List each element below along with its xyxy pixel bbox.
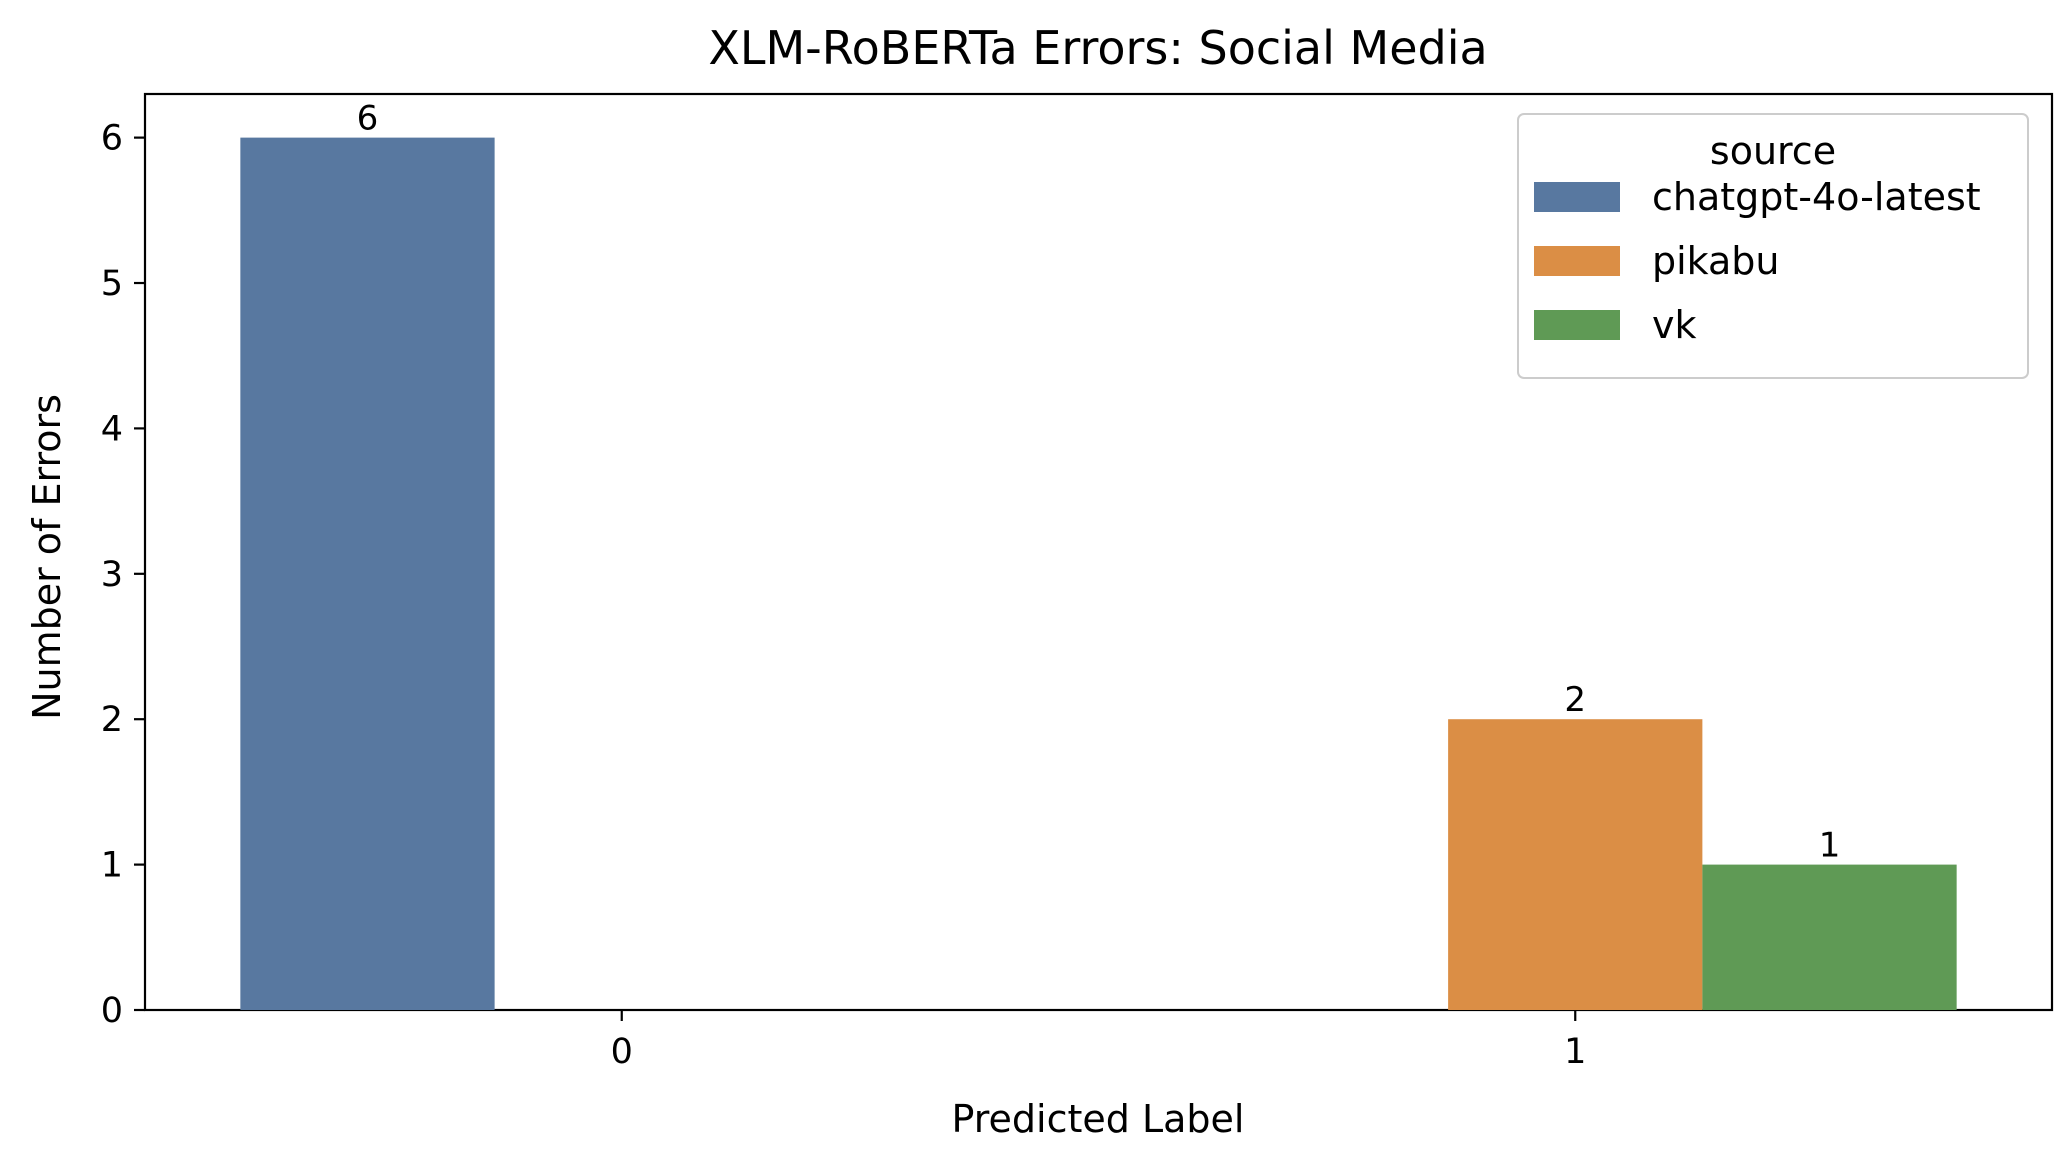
bar	[240, 137, 495, 1011]
x-axis-label: Predicted Label	[952, 1097, 1245, 1141]
x-tick-label: 0	[611, 1032, 633, 1072]
legend-label: vk	[1652, 303, 1697, 347]
y-axis: 0 1 2 3 4 5 6	[101, 119, 145, 1031]
bar-value-label: 6	[357, 99, 379, 139]
plot-area	[143, 92, 2054, 1012]
legend-frame	[1517, 113, 2029, 379]
x-tick-label: 1	[1564, 1032, 1586, 1072]
plot-frame	[143, 92, 2054, 1012]
data-labels: 6 2 1	[357, 99, 1841, 866]
y-tick-label: 6	[101, 119, 123, 159]
chart-title: XLM-RoBERTa Errors: Social Media	[708, 21, 1487, 75]
legend-swatch	[1534, 246, 1620, 276]
y-tick-label: 4	[101, 409, 123, 449]
legend-items: chatgpt-4o-latest pikabu vk	[1534, 175, 1981, 347]
bar	[1448, 719, 1703, 1010]
y-tick-label: 5	[101, 264, 123, 304]
y-axis-label: Number of Errors	[25, 394, 69, 720]
legend-label: pikabu	[1652, 239, 1780, 283]
y-tick-label: 2	[101, 700, 123, 740]
y-tick-label: 1	[101, 846, 123, 886]
y-tick-label: 0	[101, 991, 123, 1031]
legend-title: source	[1710, 129, 1836, 173]
bars	[240, 137, 1957, 1011]
bar	[1702, 864, 1957, 1010]
legend: source chatgpt-4o-latest pikabu vk	[1517, 113, 2029, 379]
y-tick-label: 3	[101, 555, 123, 595]
legend-label: chatgpt-4o-latest	[1652, 175, 1981, 219]
legend-swatch	[1534, 310, 1620, 340]
bar-value-label: 2	[1564, 680, 1586, 720]
legend-swatch	[1534, 182, 1620, 212]
bar-value-label: 1	[1819, 826, 1841, 866]
